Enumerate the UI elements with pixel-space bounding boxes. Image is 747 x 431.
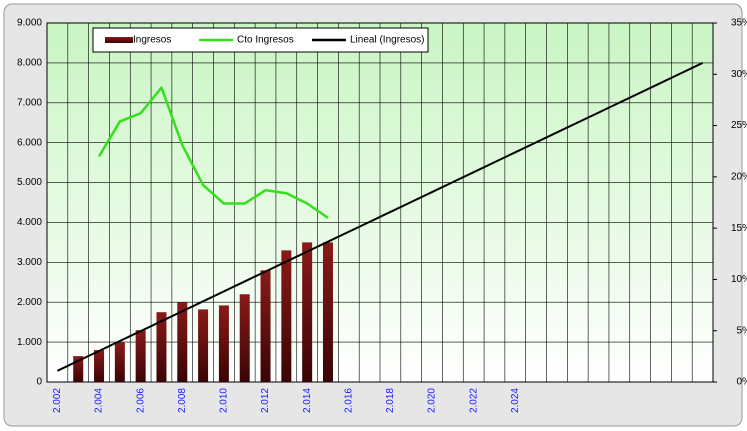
x-tick-label: 2.014 (302, 388, 313, 413)
y-tick-label: 6.000 (17, 137, 42, 148)
bar (260, 270, 271, 382)
x-tick-label: 2.010 (219, 388, 230, 413)
legend-label: Cto Ingresos (237, 35, 294, 46)
legend: Ingresos Cto Ingresos Lineal (Ingresos) (92, 27, 429, 53)
bar (281, 250, 292, 382)
x-tick-label: 2.004 (94, 388, 105, 413)
bar (156, 312, 167, 382)
x-tick-label: 2.008 (177, 388, 188, 413)
y-tick-label: 5.000 (17, 177, 42, 188)
y-tick-label: 2.000 (17, 297, 42, 308)
y2-tick-label: 0% (737, 377, 747, 388)
legend-label: Lineal (Ingresos) (350, 35, 424, 46)
y2-tick-label: 20% (731, 171, 747, 182)
y-tick-label: 4.000 (17, 217, 42, 228)
bar (218, 305, 229, 382)
line-series (97, 86, 329, 219)
x-tick-label: 2.006 (135, 388, 146, 413)
bar (198, 309, 209, 382)
legend-swatch (105, 37, 133, 43)
x-tick-label: 2.022 (468, 388, 479, 413)
x-tick-label: 2.020 (427, 388, 438, 413)
y2-tick-label: 10% (731, 274, 747, 285)
bar (114, 342, 125, 382)
y-tick-label: 1.000 (17, 337, 42, 348)
y-tick-label: 8.000 (17, 58, 42, 69)
bar (135, 330, 146, 382)
x-tick-label: 2.012 (260, 388, 271, 413)
y2-tick-label: 5% (737, 325, 747, 336)
bar (302, 242, 313, 382)
x-tick-label: 2.002 (52, 388, 63, 413)
y-tick-label: 0 (36, 377, 42, 388)
line-series (56, 62, 704, 372)
legend-label: Ingresos (133, 35, 171, 46)
y2-tick-label: 25% (731, 120, 747, 131)
y-tick-label: 9.000 (17, 18, 42, 29)
bar (239, 294, 250, 382)
y-tick-label: 3.000 (17, 257, 42, 268)
legend-box (92, 27, 429, 53)
bar (322, 242, 333, 382)
y-tick-label: 7.000 (17, 97, 42, 108)
y2-tick-label: 35% (731, 18, 747, 29)
x-tick-label: 2.024 (510, 388, 521, 413)
bar (73, 356, 84, 382)
y2-tick-label: 15% (731, 223, 747, 234)
y2-tick-label: 30% (731, 69, 747, 80)
x-tick-label: 2.018 (385, 388, 396, 413)
bar (177, 302, 188, 382)
bar (94, 350, 105, 382)
x-tick-label: 2.016 (343, 388, 354, 413)
